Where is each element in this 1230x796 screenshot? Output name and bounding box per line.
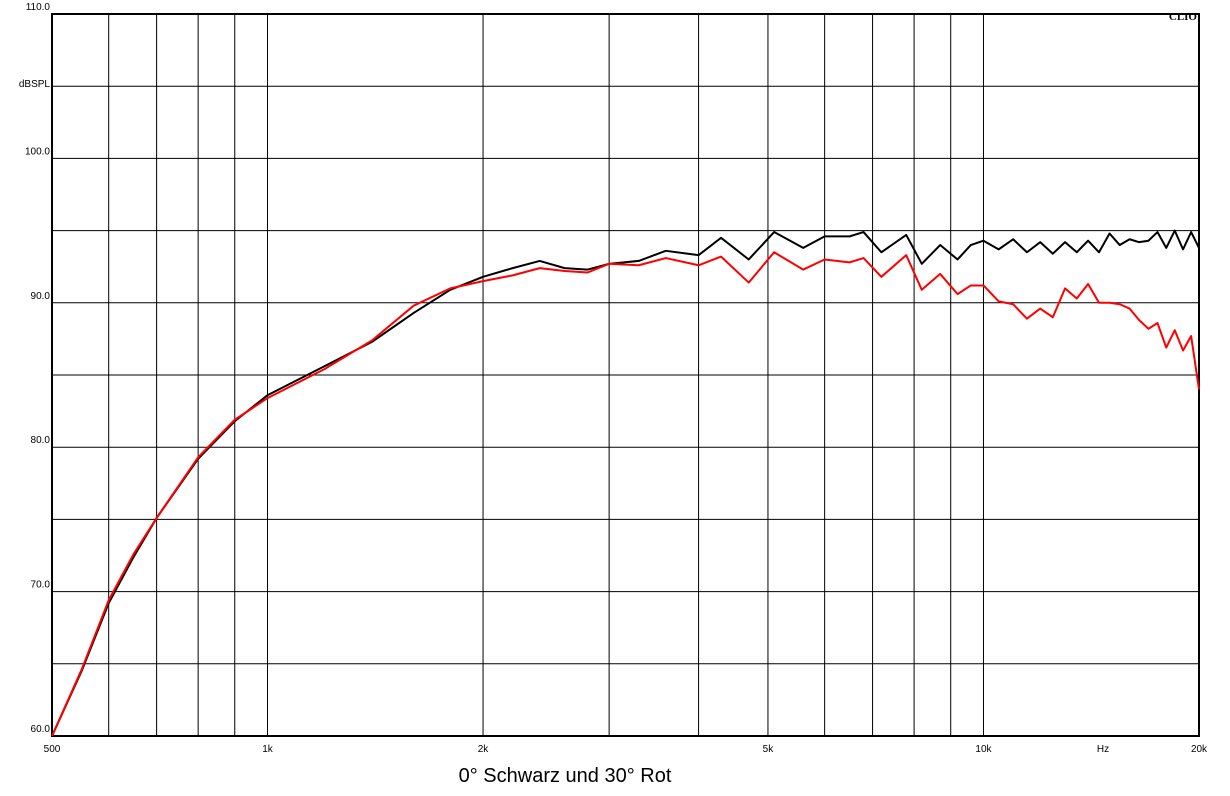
y-tick-label: 70.0 [31, 580, 51, 591]
x-tick-label: 1k [262, 744, 274, 755]
plot-frame [51, 13, 1200, 737]
brand: CLIO [1169, 11, 1198, 23]
y-tick-label: 80.0 [31, 435, 51, 446]
x-tick-label: 20k [1191, 744, 1208, 755]
x-axis-label: Hz [1097, 744, 1109, 755]
response-line [51, 251, 1200, 737]
y-axis-label: dBSPL [19, 79, 51, 90]
y-tick-label: 110.0 [26, 2, 51, 13]
x-tick-label: 5k [763, 744, 775, 755]
x-tick-label: 500 [44, 744, 61, 755]
response-line [51, 229, 1200, 737]
y-tick-label: 100.0 [25, 146, 50, 157]
x-tick-label: 10k [975, 744, 992, 755]
y-tick-label: 90.0 [31, 291, 51, 302]
caption: 0° Schwarz und 30° Rot [459, 765, 672, 787]
x-tick-label: 2k [478, 744, 490, 755]
y-tick-label: 60.0 [31, 724, 51, 735]
